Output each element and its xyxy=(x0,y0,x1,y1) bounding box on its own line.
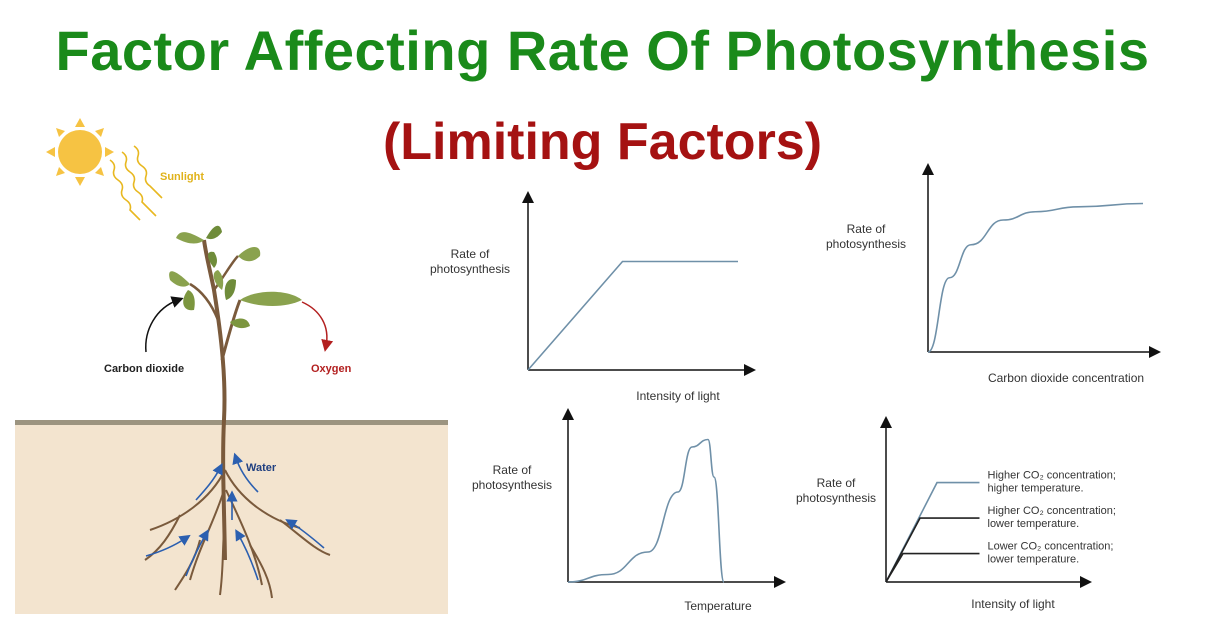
sunlight-label: Sunlight xyxy=(160,171,204,183)
water-label: Water xyxy=(246,462,277,474)
sunlight-rays xyxy=(109,145,163,221)
series-label: higher temperature. xyxy=(988,483,1084,495)
x-axis-label: Intensity of light xyxy=(636,389,720,403)
y-axis-label: photosynthesis xyxy=(430,262,510,276)
y-axis-label: Rate of xyxy=(493,463,532,477)
plant-illustration: Sunlight Carbon dioxide Oxygen xyxy=(15,118,448,614)
y-axis-label: photosynthesis xyxy=(826,237,906,251)
oxygen-label: Oxygen xyxy=(311,363,352,375)
series-label: Higher CO₂ concentration; xyxy=(988,470,1116,482)
series-label: lower temperature. xyxy=(988,554,1080,566)
water-arrows xyxy=(145,452,325,581)
ground-line xyxy=(15,420,448,425)
series-label: Lower CO₂ concentration; xyxy=(988,541,1114,553)
y-axis-label: Rate of xyxy=(817,476,856,490)
series-label: Higher CO₂ concentration; xyxy=(988,505,1116,517)
series-label: lower temperature. xyxy=(988,518,1080,530)
series-line-1 xyxy=(885,481,980,583)
page-title: Factor Affecting Rate Of Photosynthesis xyxy=(55,19,1150,82)
x-axis-label: Temperature xyxy=(684,599,752,613)
y-axis-label: Rate of xyxy=(847,222,886,236)
series-line-3 xyxy=(885,552,980,583)
leaves xyxy=(169,225,302,329)
y-axis-label: photosynthesis xyxy=(796,491,876,505)
sun-icon xyxy=(46,118,114,186)
carbon-dioxide-arrow xyxy=(145,296,184,353)
carbon-dioxide-label: Carbon dioxide xyxy=(104,363,184,375)
x-axis-label: Carbon dioxide concentration xyxy=(988,371,1144,385)
series-line-1 xyxy=(567,438,725,583)
oxygen-arrow xyxy=(301,301,334,352)
series-line-1 xyxy=(927,202,1144,353)
x-axis-label: Intensity of light xyxy=(971,597,1055,611)
y-axis-label: Rate of xyxy=(451,247,490,261)
page-subtitle: (Limiting Factors) xyxy=(382,113,823,171)
y-axis-label: photosynthesis xyxy=(472,478,552,492)
series-line-2 xyxy=(885,517,980,583)
series-line-1 xyxy=(527,260,738,371)
